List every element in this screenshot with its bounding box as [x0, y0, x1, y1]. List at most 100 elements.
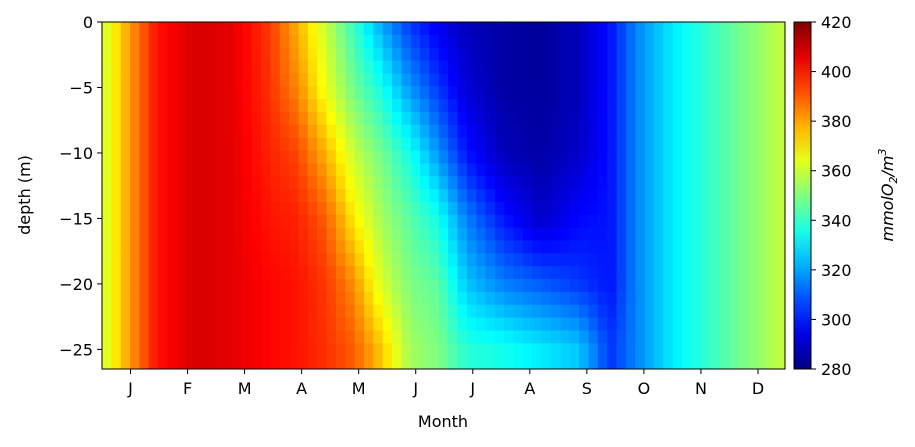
- heatmap-cell: [120, 163, 131, 177]
- heatmap-cell: [289, 22, 300, 36]
- heatmap-cell: [317, 330, 328, 344]
- heatmap-cell: [719, 266, 730, 280]
- heatmap-cell: [289, 304, 300, 319]
- heatmap-cell: [120, 22, 131, 36]
- heatmap-cell: [607, 99, 618, 113]
- heatmap-cell: [335, 150, 346, 164]
- heatmap-cell: [672, 266, 683, 280]
- heatmap-cell: [223, 99, 234, 113]
- heatmap-cell: [251, 137, 262, 152]
- heatmap-cell: [476, 253, 487, 267]
- heatmap-cell: [148, 279, 159, 293]
- heatmap-cell: [186, 266, 197, 280]
- heatmap-cell: [111, 47, 122, 62]
- heatmap-cell: [625, 266, 636, 280]
- heatmap-cell: [504, 279, 515, 293]
- heatmap-cell: [289, 73, 300, 87]
- heatmap-cell: [345, 240, 356, 254]
- heatmap-cell: [607, 176, 618, 190]
- heatmap-cell: [654, 343, 664, 357]
- heatmap-cell: [270, 163, 281, 177]
- heatmap-cell: [625, 343, 636, 357]
- heatmap-cell: [766, 343, 777, 357]
- heatmap-cell: [158, 150, 169, 164]
- heatmap-cell: [691, 111, 702, 126]
- heatmap-cell: [663, 176, 674, 190]
- heatmap-cell: [204, 330, 215, 344]
- heatmap-cell: [186, 60, 197, 75]
- heatmap-cell: [410, 304, 421, 319]
- heatmap-cell: [532, 279, 543, 293]
- heatmap-cell: [700, 73, 711, 87]
- heatmap-cell: [466, 99, 477, 113]
- heatmap-cell: [242, 227, 253, 242]
- heatmap-cell: [532, 214, 543, 229]
- heatmap-cell: [382, 356, 393, 369]
- heatmap-cell: [466, 22, 477, 36]
- heatmap-cell: [317, 73, 328, 87]
- heatmap-cell: [625, 22, 636, 36]
- heatmap-cell: [766, 227, 777, 242]
- plot-frame: [101, 21, 786, 370]
- heatmap-cell: [130, 240, 141, 254]
- heatmap-cell: [747, 137, 758, 152]
- heatmap-cell: [691, 176, 702, 190]
- heatmap-cell: [644, 86, 655, 100]
- heatmap-cell: [569, 356, 580, 369]
- heatmap-cell: [476, 163, 487, 177]
- heatmap-cell: [345, 22, 356, 36]
- heatmap-cell: [457, 47, 468, 62]
- heatmap-cell: [401, 163, 412, 177]
- heatmap-cell: [148, 99, 159, 113]
- heatmap-cell: [148, 330, 159, 344]
- heatmap-cell: [588, 176, 599, 190]
- heatmap-cell: [663, 214, 674, 229]
- heatmap-cell: [251, 163, 262, 177]
- heatmap-cell: [363, 60, 374, 75]
- heatmap-cell: [242, 201, 253, 216]
- heatmap-cell: [335, 47, 346, 62]
- heatmap-cell: [373, 124, 384, 139]
- heatmap-cell: [635, 73, 646, 87]
- heatmap-cell: [242, 240, 253, 254]
- heatmap-cell: [214, 86, 225, 100]
- heatmap-cell: [392, 201, 402, 216]
- heatmap-cell: [728, 189, 739, 203]
- heatmap-cell: [448, 86, 459, 100]
- heatmap-cell: [326, 279, 337, 293]
- heatmap-cell: [373, 253, 384, 267]
- heatmap-cell: [728, 279, 739, 293]
- heatmap-cell: [158, 330, 169, 344]
- heatmap-cell: [195, 266, 206, 280]
- heatmap-cell: [429, 317, 440, 332]
- heatmap-cell: [392, 279, 402, 293]
- heatmap-cell: [466, 253, 477, 267]
- heatmap-cell: [401, 189, 412, 203]
- heatmap-cell: [326, 124, 337, 139]
- heatmap-cell: [326, 73, 337, 87]
- heatmap-cell: [438, 253, 449, 267]
- colorbar-tick-label: 300: [821, 310, 852, 329]
- heatmap-cell: [448, 176, 459, 190]
- heatmap-cell: [195, 291, 206, 306]
- heatmap-cell: [625, 189, 636, 203]
- heatmap-cell: [607, 22, 618, 36]
- heatmap-cell: [130, 60, 141, 75]
- heatmap-cell: [644, 22, 655, 36]
- heatmap-cell: [214, 227, 225, 242]
- heatmap-cell: [644, 214, 655, 229]
- heatmap-cell: [682, 124, 693, 139]
- heatmap-cell: [242, 266, 253, 280]
- heatmap-cell: [541, 279, 552, 293]
- heatmap-cell: [270, 201, 281, 216]
- heatmap-cell: [700, 214, 711, 229]
- heatmap-cell: [176, 214, 187, 229]
- heatmap-cell: [457, 304, 468, 319]
- heatmap-cell: [158, 99, 169, 113]
- heatmap-cell: [644, 47, 655, 62]
- heatmap-cell: [513, 150, 524, 164]
- colorbar-tick-label: 360: [821, 162, 852, 181]
- heatmap-cell: [625, 86, 636, 100]
- heatmap-cell: [738, 150, 749, 164]
- heatmap-cell: [579, 189, 590, 203]
